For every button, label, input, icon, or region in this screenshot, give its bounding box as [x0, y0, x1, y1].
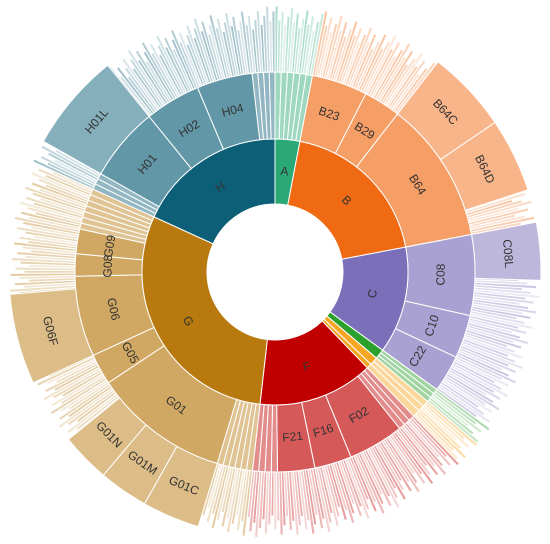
class-label-b23: B23	[317, 104, 342, 124]
class-label-g09: G09	[101, 234, 118, 259]
class-label-c10: C10	[422, 313, 442, 339]
section-label-a: A	[280, 164, 289, 179]
section-segment-h[interactable]	[153, 138, 276, 245]
section-label-c: C	[364, 288, 380, 300]
section-segment-b[interactable]	[287, 140, 407, 260]
class-label-g06: G06	[104, 296, 123, 322]
class-ring	[74, 71, 476, 473]
class-label-f21: F21	[282, 429, 304, 445]
class-label-c08: C08	[433, 263, 447, 286]
subclass-segment-minor[interactable]	[271, 10, 276, 73]
class-label-h04: H04	[220, 100, 245, 119]
section-label-f: F	[301, 359, 312, 375]
subclass-label-c08l: C08L	[500, 239, 516, 269]
class-label-f16: F16	[311, 421, 335, 441]
class-label-g08: G08	[100, 254, 115, 277]
section-segment-g[interactable]	[141, 216, 268, 405]
section-ring	[141, 138, 409, 406]
